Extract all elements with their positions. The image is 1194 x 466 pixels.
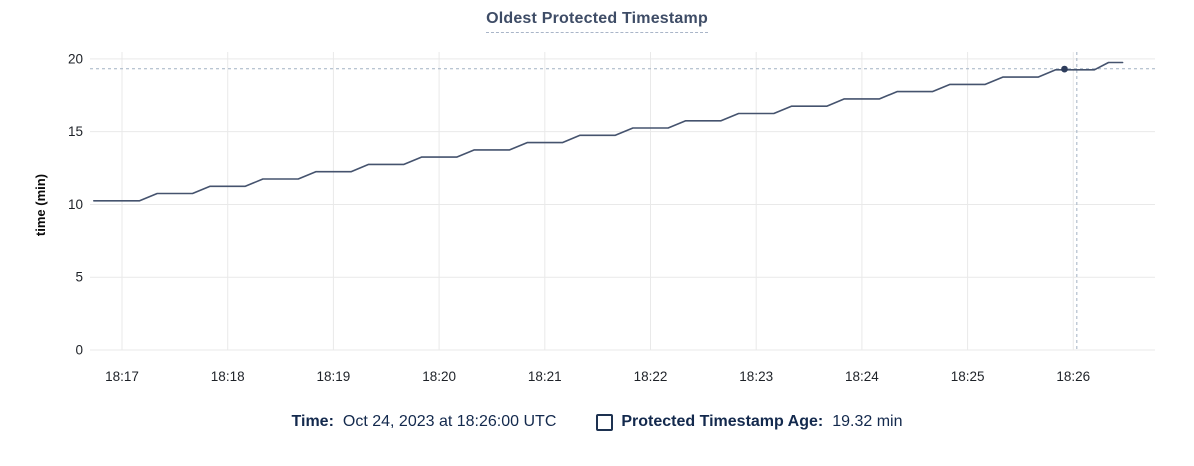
x-tick-label: 18:21 — [528, 369, 562, 384]
y-tick-label: 10 — [68, 197, 83, 212]
chart-title: Oldest Protected Timestamp — [486, 10, 708, 33]
y-axis-title: time (min) — [33, 174, 48, 236]
legend-series-label: Protected Timestamp Age: — [621, 413, 824, 430]
legend-time-label: Time: — [291, 413, 334, 430]
x-tick-label: 18:20 — [422, 369, 456, 384]
legend-hover-time: Time: Oct 24, 2023 at 18:26:00 UTC — [292, 413, 557, 431]
chart-title-row: Oldest Protected Timestamp — [0, 10, 1194, 33]
x-tick-label: 18:18 — [211, 369, 245, 384]
y-tick-label: 5 — [75, 270, 83, 285]
x-tick-label: 18:24 — [845, 369, 879, 384]
legend-time-value: Oct 24, 2023 at 18:26:00 UTC — [342, 413, 557, 430]
x-tick-labels: 18:17 18:18 18:19 18:20 18:21 18:22 18:23 18:24… — [105, 369, 1090, 384]
series-checkbox[interactable] — [596, 413, 614, 431]
x-tick-label: 18:19 — [317, 369, 351, 384]
y-tick-label: 15 — [68, 124, 83, 139]
legend-series-toggle[interactable]: Protected Timestamp Age: 19.32 min — [596, 413, 902, 431]
legend-series-value: 19.32 min — [832, 413, 903, 430]
x-tick-label: 18:17 — [105, 369, 139, 384]
x-tick-label: 18:22 — [634, 369, 668, 384]
x-tick-label: 18:25 — [951, 369, 985, 384]
y-tick-labels: 0 5 10 15 20 — [68, 51, 83, 357]
hover-marker-dot — [1061, 65, 1068, 73]
chart-legend: Time: Oct 24, 2023 at 18:26:00 UTC Prote… — [0, 413, 1194, 431]
y-gridlines — [90, 58, 1155, 351]
y-tick-label: 0 — [75, 343, 83, 358]
y-tick-label: 20 — [68, 51, 83, 66]
x-gridlines — [121, 52, 1074, 350]
x-tick-label: 18:26 — [1056, 369, 1090, 384]
series-line-protected-timestamp-age — [93, 61, 1124, 202]
x-tick-label: 18:23 — [739, 369, 773, 384]
